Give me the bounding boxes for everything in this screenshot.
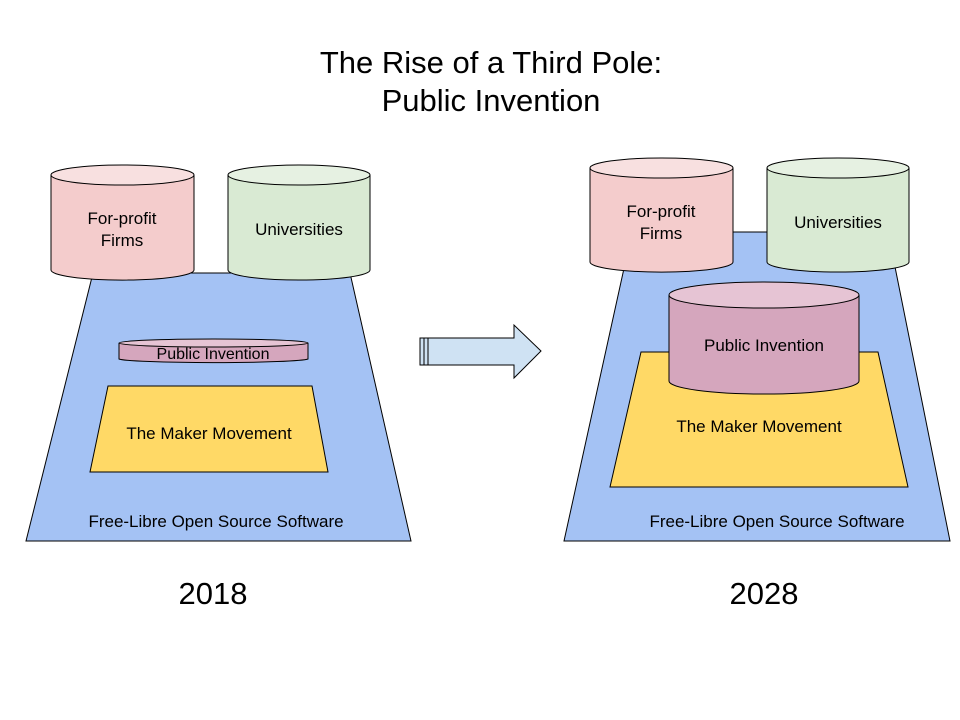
right-for-profit-cylinder [589,157,734,273]
left-foss-label: Free-Libre Open Source Software [88,512,343,531]
diagram-title-line2: Public Invention [382,83,601,118]
left-public-invention-label: Public Invention [157,346,270,363]
left-panel-2018: Free-Libre Open Source Software The Make… [25,164,412,611]
diagram-title-line1: The Rise of a Third Pole: [320,45,662,80]
right-universities-cylinder [766,157,910,273]
left-public-invention-cylinder [118,338,309,364]
left-for-profit-cylinder [50,164,195,281]
right-for-profit-label-line1: For-profit [627,202,696,221]
right-foss-label: Free-Libre Open Source Software [649,512,904,531]
right-arrow-icon [419,323,542,380]
right-for-profit-label-line2: Firms [640,224,682,243]
left-universities-label: Universities [255,220,343,239]
right-public-invention-label: Public Invention [704,336,824,355]
left-maker-movement [89,385,329,473]
left-universities-cylinder [227,164,371,281]
left-for-profit-label-line1: For-profit [88,209,157,228]
left-maker-label: The Maker Movement [126,424,292,443]
left-for-profit-label-line2: Firms [101,231,143,250]
right-public-invention-cylinder [668,281,860,395]
right-maker-label: The Maker Movement [676,417,842,436]
left-year-label: 2018 [179,576,248,611]
right-panel-2028: Free-Libre Open Source Software The Make… [563,157,951,611]
right-universities-label: Universities [794,213,882,232]
right-year-label: 2028 [730,576,799,611]
